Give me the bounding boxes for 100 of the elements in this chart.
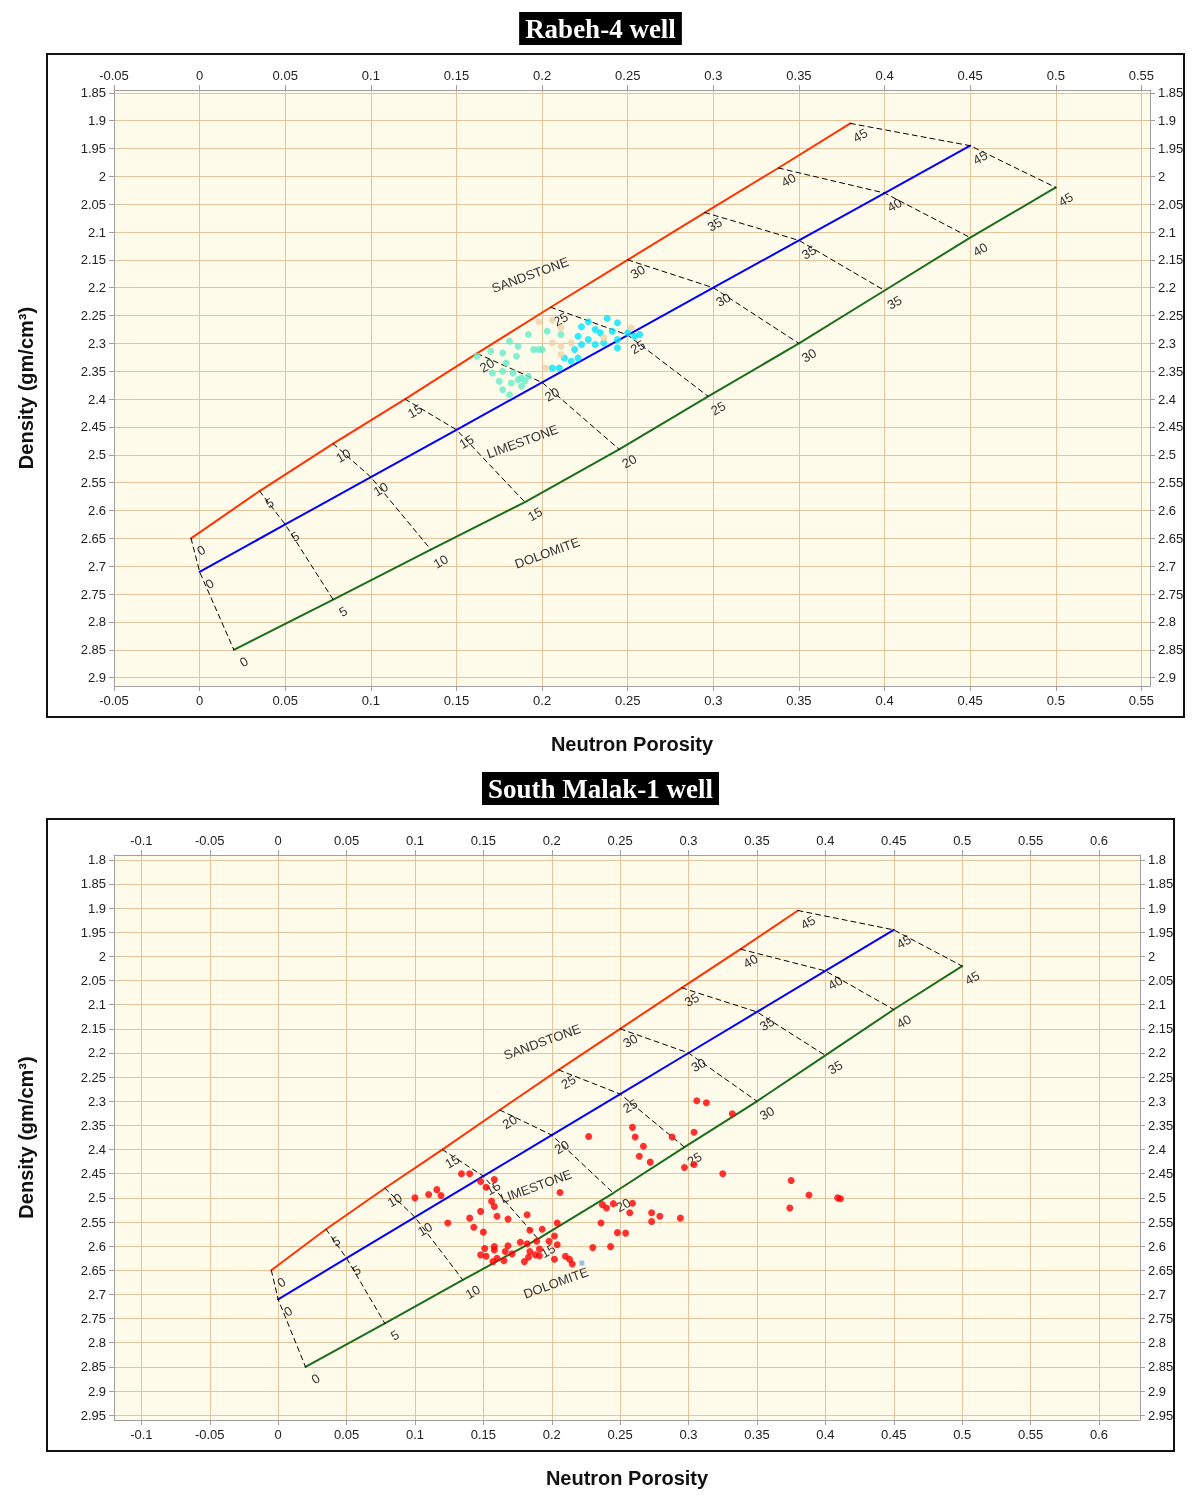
x2-tick-label: -0.1 [130, 833, 153, 848]
annotation: 40 [825, 972, 846, 994]
y2-tick-label: 2.1 [1158, 224, 1177, 240]
annotation: 10 [384, 1190, 405, 1211]
point [584, 318, 592, 326]
y-tick-label: 2.85 [80, 1359, 106, 1375]
x2-tick-label: 0.25 [615, 68, 641, 83]
annotation: 40 [893, 1011, 914, 1032]
point [636, 331, 644, 339]
point [514, 342, 522, 350]
y2-tick-label: 2.95 [1148, 1407, 1174, 1423]
y-tick-label: 2.45 [80, 1166, 106, 1182]
y-tick-label: 2.8 [87, 614, 106, 630]
y2-tick-label: 2.45 [1158, 419, 1184, 435]
y-tick-label: 2.6 [87, 503, 106, 519]
y2-tick-label: 2.4 [1158, 391, 1177, 407]
annotation: 10 [462, 1281, 483, 1303]
point [499, 367, 507, 375]
point [577, 341, 585, 349]
annotation: 25 [558, 1071, 579, 1092]
y-axis-title: Density (gm/cm³) [15, 306, 37, 470]
point [473, 352, 481, 360]
y2-tick-label: 2.5 [1148, 1190, 1167, 1206]
x2-tick-label: 0.15 [443, 68, 470, 83]
x-tick-label: 0.4 [816, 1427, 835, 1442]
y-tick-label: 2.2 [87, 1045, 106, 1061]
annotation: 0 [308, 1370, 323, 1388]
point [507, 379, 515, 387]
y2-tick-label: 2.25 [1158, 308, 1184, 324]
point [608, 327, 616, 335]
x2-tick-label: 0.4 [875, 68, 894, 83]
annotation: 35 [825, 1057, 846, 1078]
point [567, 357, 575, 365]
y2-tick-label: 2.85 [1158, 642, 1184, 658]
point [557, 342, 565, 350]
annotation: 30 [756, 1103, 777, 1124]
y2-tick-label: 2.2 [1158, 280, 1177, 296]
point [577, 323, 585, 331]
point [624, 329, 632, 337]
x2-tick-label: 0 [274, 833, 282, 848]
point [548, 364, 556, 372]
point [571, 346, 579, 354]
y-tick-label: 2.2 [87, 280, 106, 296]
y-tick-label: 2.4 [87, 391, 106, 407]
annotation: 25 [708, 398, 729, 419]
annotation: 5 [387, 1327, 402, 1344]
x2-tick-label: 0.1 [405, 833, 424, 848]
y2-tick-label: 2.35 [1148, 1117, 1174, 1133]
line-series [232, 186, 1057, 651]
annotation: 35 [704, 214, 725, 235]
annotation: 25 [627, 336, 648, 358]
y2-tick-label: 2 [1158, 168, 1166, 184]
annotation: 5 [329, 1232, 343, 1250]
annotation: 10 [414, 1219, 435, 1240]
annotation: 0 [194, 542, 208, 559]
annotation: 45 [797, 912, 819, 933]
annotation: 15 [456, 431, 477, 452]
annotation: 20 [499, 1111, 520, 1133]
x2-tick-label: -0.05 [194, 833, 225, 848]
y-tick-label: 1.9 [87, 113, 106, 129]
annotation: 20 [619, 451, 640, 472]
y2-tick-label: 1.8 [1148, 852, 1167, 868]
annotation: 45 [970, 147, 991, 168]
x-tick-label: 0.25 [607, 1427, 633, 1442]
y-tick-label: 2.3 [87, 335, 106, 351]
y-tick-label: 2.5 [87, 447, 106, 463]
y-tick-label: 2.15 [80, 252, 106, 268]
y2-tick-label: 2.75 [1148, 1311, 1174, 1327]
annotation: 45 [893, 931, 914, 952]
y2-tick-label: 2.75 [1158, 586, 1184, 602]
x-tick-label: 0.05 [333, 1427, 360, 1442]
x-tick-label: 0.05 [272, 693, 298, 708]
annotation: 5 [288, 528, 303, 545]
y-tick-label: 2.7 [87, 1286, 106, 1302]
x2-tick-label: 0.45 [881, 833, 907, 848]
annotation: 0 [202, 575, 217, 593]
x-tick-label: 0.15 [470, 1427, 497, 1442]
y-axis-title: Density (gm/cm³) [15, 1056, 37, 1219]
point [591, 341, 599, 349]
y-tick-label: 2.75 [80, 586, 106, 602]
y-tick-label: 2.15 [80, 1021, 106, 1037]
x-axis-title: Neutron Porosity [550, 733, 714, 755]
annotation: 15 [538, 1240, 559, 1262]
x-tick-label: 0.15 [443, 693, 470, 708]
x2-tick-label: 0.1 [361, 68, 380, 83]
annotation: 15 [442, 1151, 463, 1172]
y2-tick-label: 2.55 [1148, 1214, 1174, 1230]
y2-tick-label: 2.15 [1158, 252, 1184, 268]
y-tick-label: 2.95 [80, 1407, 106, 1423]
y-tick-label: 2.8 [87, 1335, 106, 1351]
y-tick-label: 2.3 [87, 1093, 106, 1109]
annotation: 15 [405, 401, 426, 422]
x-tick-label: 0.3 [704, 693, 723, 708]
y2-tick-label: 2.4 [1148, 1142, 1167, 1158]
y-tick-label: 2.9 [87, 1383, 106, 1399]
point [555, 364, 563, 372]
line-series [304, 965, 964, 1368]
y-tick-label: 2.75 [80, 1311, 106, 1327]
annotation: 40 [740, 951, 761, 972]
x2-tick-label: 0.5 [1046, 68, 1065, 83]
